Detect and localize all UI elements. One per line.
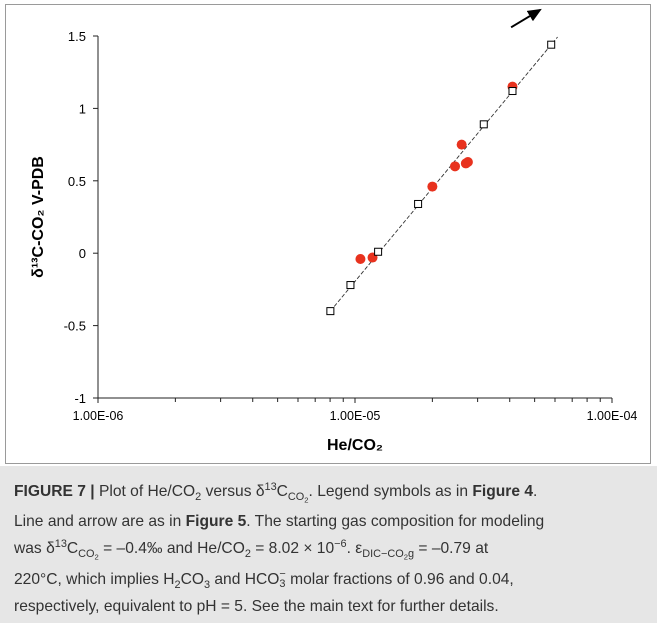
caption-subscript: 2 — [304, 495, 309, 505]
caption-subscript: CO2 — [78, 548, 99, 562]
caption-text-run: . — [533, 483, 538, 500]
sample-point-circle — [427, 181, 438, 192]
model-point-square — [374, 247, 383, 256]
figure-reference: Figure 4 — [472, 483, 534, 500]
figure-label: FIGURE 7 | — [14, 483, 95, 500]
caption-text-run: Plot of He/CO — [94, 483, 196, 500]
y-tick-label: -0.5 — [64, 319, 86, 334]
sample-point-circle — [462, 156, 473, 167]
caption-box: FIGURE 7 | Plot of He/CO2 versus δ13CCO2… — [0, 466, 657, 623]
caption-supsub: −3 — [279, 568, 286, 591]
caption-text-run: and HCO — [210, 570, 280, 588]
sample-point-circle — [355, 253, 366, 264]
caption-text-run: 220°C, which implies H — [14, 570, 175, 588]
sample-point-circle — [450, 161, 461, 172]
x-axis-title: He/CO₂ — [327, 437, 383, 454]
figure-reference: Figure 5 — [185, 513, 247, 531]
caption-superscript: − — [279, 568, 286, 581]
y-axis-title: δ¹³C-CO₂ V-PDB — [30, 156, 47, 278]
caption-text-run: . The starting gas composition for model… — [246, 513, 545, 531]
caption-subscript-text: CO — [78, 548, 95, 561]
y-tick-label: 0.5 — [68, 174, 86, 189]
caption-text-run: versus δ — [201, 483, 265, 500]
model-point-square — [414, 199, 423, 208]
y-tick-label: 1 — [79, 101, 86, 116]
model-point-square — [508, 87, 517, 96]
model-trend-line — [330, 36, 558, 312]
caption-subscript: 2 — [403, 552, 408, 562]
caption-subscript: 2 — [244, 548, 251, 561]
sample-point-circle — [456, 139, 467, 150]
caption-subscript: 2 — [94, 552, 99, 562]
direction-arrow — [510, 8, 542, 29]
caption-subscript: 3 — [279, 578, 286, 591]
caption-text-run: . ε — [346, 540, 363, 558]
caption-text-run: molar fractions of 0.96 and 0.04, — [285, 570, 514, 588]
caption-subscript: 3 — [203, 578, 211, 591]
figure-caption: FIGURE 7 | Plot of He/CO2 versus δ13CCO2… — [14, 476, 644, 618]
caption-subscript-text: DIC−CO — [362, 548, 404, 561]
y-tick-label: 0 — [79, 246, 86, 261]
caption-text-run: was δ — [14, 540, 55, 558]
x-tick-label: 1.00E-06 — [73, 409, 124, 423]
x-tick-label: 1.00E-04 — [587, 409, 638, 423]
model-point-square — [346, 281, 355, 290]
caption-text-run: C — [66, 540, 79, 558]
caption-text-run: . Legend symbols as in — [308, 483, 473, 500]
caption-subscript: DIC−CO2g — [362, 548, 415, 562]
caption-subscript-text: CO — [287, 490, 305, 503]
x-tick-label: 1.00E-05 — [330, 409, 381, 423]
caption-superscript: −6 — [334, 538, 347, 551]
model-point-square — [547, 40, 556, 49]
scatter-chart: -1 -0.5 0 0.5 1 1.5 1.00E-06 1.00E-05 1.00E-04 He… — [30, 8, 638, 454]
caption-subscript: 2 — [195, 490, 202, 503]
y-tick-label: 1.5 — [68, 29, 86, 44]
caption-superscript: 13 — [54, 538, 67, 551]
caption-superscript: 13 — [264, 481, 277, 493]
chart-panel: -1 -0.5 0 0.5 1 1.5 1.00E-06 1.00E-05 1.00E-04 He… — [5, 4, 651, 464]
caption-subscript: CO2 — [287, 490, 309, 505]
caption-subscript-text: g — [407, 548, 415, 561]
caption-text-run: CO — [180, 570, 204, 588]
caption-text-run: = –0.4‰ and He/CO — [98, 540, 245, 558]
caption-text-run: = 8.02 × 10 — [250, 540, 335, 558]
model-point-square — [479, 120, 488, 129]
y-tick-label: -1 — [74, 391, 86, 406]
caption-text-run: = –0.79 at — [414, 540, 489, 558]
caption-text-run: respectively, equivalent to pH = 5. See … — [14, 597, 499, 615]
caption-subscript: 2 — [174, 578, 181, 591]
caption-text-run: Line and arrow are as in — [14, 513, 186, 531]
model-point-square — [326, 307, 335, 316]
caption-text-run: C — [276, 483, 288, 500]
